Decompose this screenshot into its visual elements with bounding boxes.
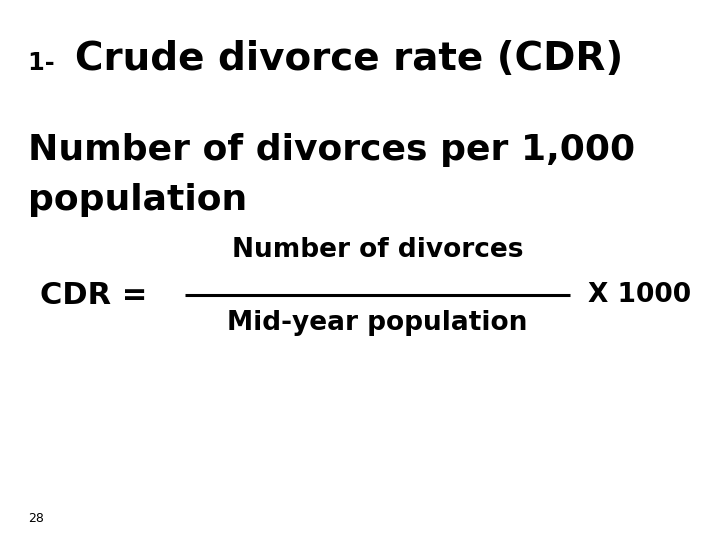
Text: Crude divorce rate (CDR): Crude divorce rate (CDR) <box>75 40 624 78</box>
Text: population: population <box>28 183 247 217</box>
Text: Number of divorces per 1,000: Number of divorces per 1,000 <box>28 133 635 167</box>
Text: 28: 28 <box>28 512 44 525</box>
Text: 1-: 1- <box>28 51 63 75</box>
Text: X 1000: X 1000 <box>588 282 691 308</box>
Text: Number of divorces: Number of divorces <box>232 237 523 263</box>
Text: Mid-year population: Mid-year population <box>228 310 528 336</box>
Text: CDR =: CDR = <box>40 280 148 309</box>
